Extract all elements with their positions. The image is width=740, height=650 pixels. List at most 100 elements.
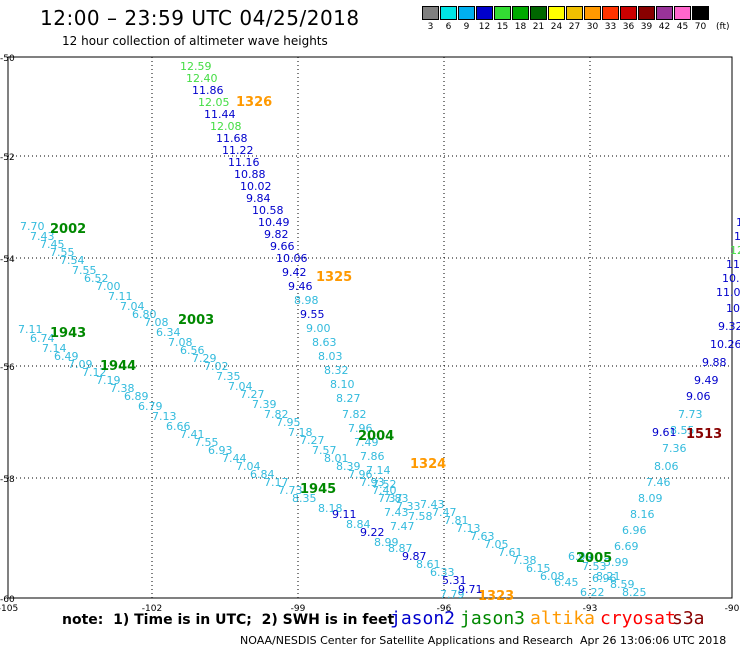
- wave-height-value: 5.31: [442, 574, 467, 587]
- generated-timestamp: Apr 26 13:06:06 UTC 2018: [580, 634, 727, 647]
- wave-height-value: 12.08: [210, 120, 242, 133]
- wave-height-value: 11.44: [204, 108, 236, 121]
- wave-height-value: 11.68: [216, 132, 248, 145]
- wave-height-value: 7.19: [96, 374, 121, 387]
- wave-height-value: 7.82: [342, 408, 367, 421]
- wave-height-value: 7.00: [96, 280, 121, 293]
- wave-height-value: 7.86: [360, 450, 385, 463]
- scale-swatch: [674, 6, 691, 20]
- wave-height-value: 6.80: [132, 308, 157, 321]
- wave-height-value: 7.55: [50, 246, 75, 259]
- wave-height-value: 7.47: [432, 506, 457, 519]
- wave-height-value: 8.39: [336, 460, 361, 473]
- wave-height-value: 12.05: [198, 96, 230, 109]
- wave-height-value: 7.95: [276, 416, 301, 429]
- scale-swatch: [530, 6, 547, 20]
- wave-height-value: 11.02: [726, 258, 740, 271]
- pass-number-label: 1944: [100, 359, 136, 374]
- wave-height-value: 7.38: [110, 382, 135, 395]
- wave-height-value: 8.87: [388, 542, 413, 555]
- wave-height-value: 10.26: [710, 338, 740, 351]
- wave-height-value: 12.59: [180, 60, 212, 73]
- scale-label: 24: [550, 22, 563, 32]
- longitude-label: -102: [142, 604, 162, 614]
- wave-height-value: 8.63: [312, 336, 337, 349]
- wave-height-value: 6.96: [622, 524, 647, 537]
- wave-height-value: 6.08: [540, 570, 565, 583]
- wave-height-value: 7.02: [204, 360, 229, 373]
- wave-height-value: 9.84: [246, 192, 271, 205]
- credit-line: NOAA/NESDIS Center for Satellite Applica…: [240, 634, 574, 647]
- wave-height-value: 7.53: [582, 560, 607, 573]
- latitude-label: -52: [0, 153, 15, 163]
- wave-height-value: 6.22: [580, 586, 605, 599]
- wave-height-value: 7.04: [236, 460, 261, 473]
- scale-label: 33: [604, 22, 617, 32]
- wave-height-value: 6.79: [138, 400, 163, 413]
- wave-height-value: 12.: [730, 244, 740, 257]
- wave-height-value: 8.25: [622, 586, 647, 599]
- wave-height-value: 6.49: [54, 350, 79, 363]
- scale-label: 45: [676, 22, 689, 32]
- wave-height-value: 9.42: [282, 266, 307, 279]
- wave-height-value: 5.99: [604, 556, 629, 569]
- wave-height-value: 7.04: [228, 380, 253, 393]
- wave-height-value: 7.54: [60, 254, 85, 267]
- wave-height-value: 7.04: [120, 300, 145, 313]
- wave-height-value: 8.27: [336, 392, 361, 405]
- pass-number-label: 1513: [686, 427, 722, 442]
- scale-swatch: [458, 6, 475, 20]
- scale-label: 18: [514, 22, 527, 32]
- pass-number-label: 1323: [478, 589, 514, 604]
- wave-height-value: 8.06: [654, 460, 679, 473]
- wave-height-value: 7.27: [240, 388, 265, 401]
- wave-height-value: 7.44: [222, 452, 247, 465]
- pass-number-label: 1326: [236, 95, 272, 110]
- scale-label: 36: [622, 22, 635, 32]
- legend-jason2: jason2: [390, 608, 456, 629]
- wave-height-value: 8.10: [330, 378, 355, 391]
- wave-height-value: 7.73: [278, 484, 303, 497]
- scale-swatch: [638, 6, 655, 20]
- wave-height-value: 10.52: [726, 302, 740, 315]
- scale-swatch: [566, 6, 583, 20]
- scale-swatch: [602, 6, 619, 20]
- scale-label: 15: [496, 22, 509, 32]
- wave-height-value: 7.17: [264, 476, 289, 489]
- scale-swatch: [692, 6, 709, 20]
- scale-swatch: [584, 6, 601, 20]
- pass-number-label: 1325: [316, 270, 352, 285]
- wave-height-value: 7.11: [108, 290, 133, 303]
- map-title: 12:00 – 23:59 UTC 04/25/2018: [40, 6, 360, 30]
- wave-height-value: 11: [736, 216, 740, 229]
- wave-height-value: 10.02: [240, 180, 272, 193]
- wave-height-value: 7.63: [470, 530, 495, 543]
- wave-height-value: 7.09: [68, 358, 93, 371]
- wave-height-value: 6.66: [166, 420, 191, 433]
- wave-height-value: 9.46: [288, 280, 313, 293]
- wave-height-value: 6.93: [208, 444, 233, 457]
- wave-height-value: 7.35: [216, 370, 241, 383]
- pass-number-label: 1324: [410, 457, 446, 472]
- latitude-label: -58: [0, 475, 15, 485]
- wave-height-value: 8.98: [294, 294, 319, 307]
- scale-unit: (ft): [716, 22, 730, 32]
- longitude-label: -93: [583, 604, 598, 614]
- wave-height-value: 8.61: [416, 558, 441, 571]
- scale-label: 70: [694, 22, 707, 32]
- legend-altika: altika: [530, 608, 596, 629]
- scale-label: 30: [586, 22, 599, 32]
- wave-height-value: 7.43: [420, 498, 445, 511]
- wave-height-value: 6.52: [84, 272, 109, 285]
- wave-height-value: 7.93: [360, 476, 385, 489]
- scale-label: 6: [445, 22, 452, 32]
- wave-height-value: 8.16: [630, 508, 655, 521]
- wave-height-value: 7.38: [512, 554, 537, 567]
- wave-height-value: 6.45: [554, 576, 579, 589]
- wave-height-value: 10.06: [276, 252, 308, 265]
- wave-height-value: 7.33: [396, 500, 421, 513]
- wave-height-value: 9.61: [652, 426, 677, 439]
- wave-height-value: 7.41: [180, 428, 205, 441]
- longitude-label: -99: [291, 604, 306, 614]
- longitude-label: -90: [725, 604, 740, 614]
